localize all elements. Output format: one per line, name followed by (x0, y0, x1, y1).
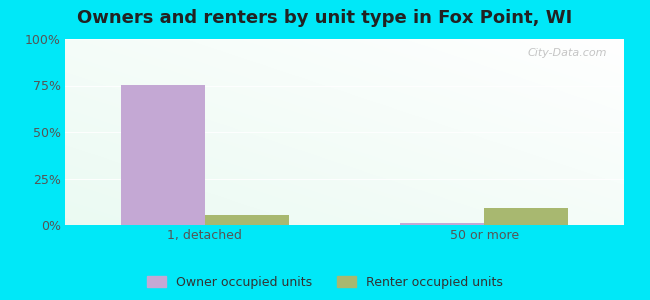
Bar (484, 208, 568, 225)
Bar (400, 223, 484, 225)
Text: City-Data.com: City-Data.com (528, 48, 607, 58)
Bar (121, 85, 205, 225)
Text: Owners and renters by unit type in Fox Point, WI: Owners and renters by unit type in Fox P… (77, 9, 573, 27)
Bar (205, 215, 289, 225)
Legend: Owner occupied units, Renter occupied units: Owner occupied units, Renter occupied un… (142, 271, 508, 294)
